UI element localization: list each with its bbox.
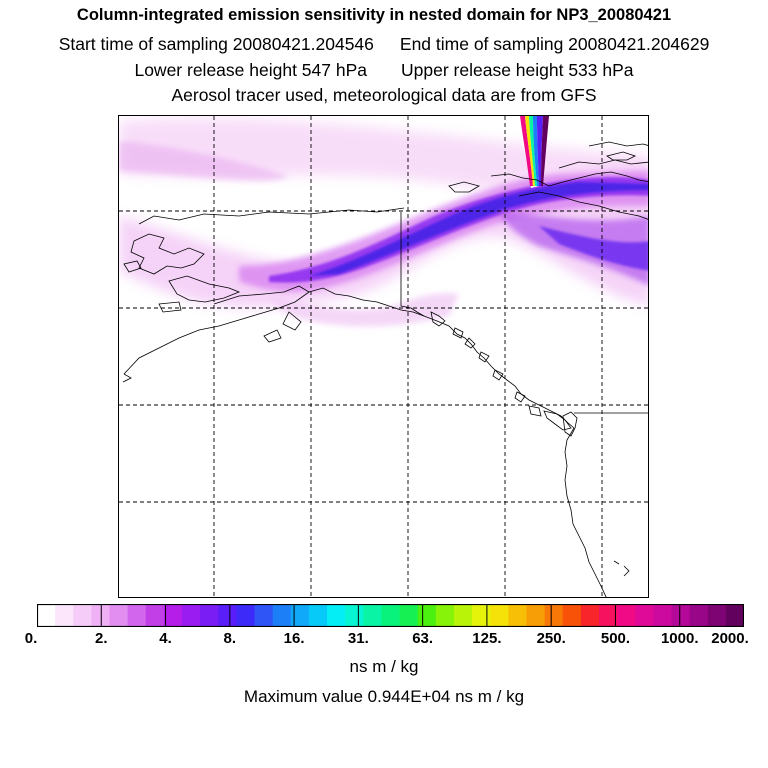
colorbar-cell xyxy=(308,604,328,627)
colorbar-cell xyxy=(725,604,744,627)
plot-title: Column-integrated emission sensitivity i… xyxy=(76,6,672,24)
colorbar-cells xyxy=(37,604,744,627)
colorbar-cell xyxy=(417,604,437,627)
colorbar-tick-label: 0. xyxy=(24,630,38,647)
colorbar-cell xyxy=(399,604,419,627)
colorbar-cell xyxy=(236,604,256,627)
colorbar xyxy=(37,604,744,627)
colorbar-cell xyxy=(182,604,201,627)
colorbar-tick-label: 1000. xyxy=(660,630,699,647)
colorbar-cell xyxy=(490,604,509,627)
colorbar-cell xyxy=(91,604,111,627)
coastlines xyxy=(122,141,648,597)
colorbar-cell xyxy=(689,604,709,627)
colorbar-cell xyxy=(200,604,219,627)
upper-height-label: Upper release height 533 hPa xyxy=(401,60,634,80)
colorbar-tick-label: 4. xyxy=(159,630,172,647)
colorbar-tick-label: 31. xyxy=(347,630,369,647)
colorbar-cell xyxy=(127,604,147,627)
colorbar-cell xyxy=(109,604,129,627)
tracer-info-line: Aerosol tracer used, meteorological data… xyxy=(171,85,597,105)
map-panel xyxy=(118,115,649,598)
colorbar-cell xyxy=(145,604,165,627)
colorbar-cell xyxy=(707,604,727,627)
colorbar-tick-label: 125. xyxy=(472,630,502,647)
colorbar-cell xyxy=(381,604,401,627)
colorbar-cell xyxy=(562,604,582,627)
colorbar-cell xyxy=(617,604,636,627)
colorbar-tick-label: 8. xyxy=(223,630,237,647)
colorbar-cell xyxy=(635,604,654,627)
colorbar-cell xyxy=(73,604,92,627)
start-time-label: Start time of sampling 20080421.204546 xyxy=(58,34,374,54)
colorbar-cell xyxy=(653,604,673,627)
release-heights-line: Lower release height 547 hPa Upper releas… xyxy=(0,60,768,81)
political-borders xyxy=(400,212,648,414)
colorbar-tick-label: 63. xyxy=(412,630,434,647)
lower-height-label: Lower release height 547 hPa xyxy=(134,60,367,80)
colorbar-cell xyxy=(526,604,546,627)
maximum-value-text: Maximum value 0.944E+04 ns m / kg xyxy=(243,687,525,706)
colorbar-cell xyxy=(272,604,292,627)
colorbar-tick-labels: 0. 2. 4. 8. 16. 31. 63. 125. 250. 500. 1000. 2000. xyxy=(0,630,768,650)
colorbar-cell xyxy=(598,604,618,627)
colorbar-cell xyxy=(327,604,346,627)
colorbar-cell xyxy=(580,604,600,627)
colorbar-units: ns m / kg xyxy=(349,657,419,676)
colorbar-tick-label: 2000. xyxy=(711,630,749,647)
colorbar-cell xyxy=(218,604,238,627)
colorbar-cell xyxy=(345,604,364,627)
source-column xyxy=(517,116,549,188)
colorbar-tick-label: 16. xyxy=(283,630,305,647)
sampling-times-line: Start time of sampling 20080421.204546 En… xyxy=(0,34,768,55)
colorbar-cell xyxy=(254,604,274,627)
end-time-label: End time of sampling 20080421.204629 xyxy=(399,34,710,54)
colorbar-cell xyxy=(671,604,691,627)
colorbar-frame xyxy=(37,604,744,627)
colorbar-tick-label: 500. xyxy=(600,630,631,647)
colorbar-cell xyxy=(55,604,74,627)
colorbar-cell xyxy=(472,604,491,627)
colorbar-cell xyxy=(290,604,310,627)
colorbar-cell xyxy=(508,604,528,627)
colorbar-cell xyxy=(37,604,56,627)
graticule xyxy=(119,116,648,597)
colorbar-ticks xyxy=(100,604,681,627)
colorbar-cell xyxy=(544,604,564,627)
colorbar-tick-label: 2. xyxy=(95,630,108,647)
sensitivity-field xyxy=(119,117,648,327)
colorbar-tick-label: 250. xyxy=(536,630,566,647)
colorbar-cell xyxy=(453,604,473,627)
colorbar-cell xyxy=(435,604,455,627)
colorbar-cell xyxy=(163,604,183,627)
map-canvas xyxy=(119,116,648,597)
colorbar-cell xyxy=(363,604,383,627)
